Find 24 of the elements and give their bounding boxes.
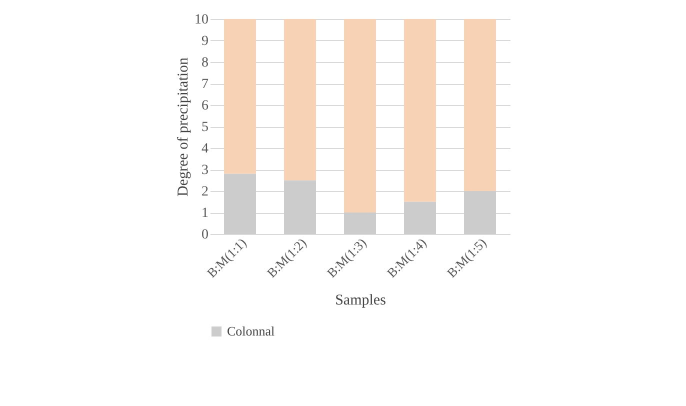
- bar: [284, 19, 316, 180]
- y-tick-label: 2: [202, 184, 208, 200]
- bar: [464, 191, 496, 234]
- x-axis-title: Samples: [335, 292, 386, 308]
- bar: [344, 19, 376, 212]
- y-tick-label: 3: [202, 163, 208, 178]
- y-tick-label: 6: [202, 98, 208, 114]
- y-axis-title: Degree of precipitation: [176, 56, 192, 197]
- bar: [464, 19, 496, 191]
- bar: [284, 180, 316, 234]
- y-tick-label: 4: [202, 142, 208, 156]
- y-tick-label: 0: [202, 228, 208, 242]
- bar: [404, 19, 436, 202]
- bar: [224, 19, 256, 174]
- legend-label: Colonnal: [227, 324, 276, 338]
- bar: [344, 212, 376, 234]
- y-tick-label: 8: [202, 56, 208, 70]
- y-tick-label: 7: [202, 77, 208, 92]
- y-tick-label: 1: [202, 206, 208, 221]
- y-tick-label: 10: [194, 12, 208, 28]
- y-tick-label: 9: [202, 34, 208, 49]
- bar: [404, 202, 436, 234]
- y-tick-label: 5: [202, 120, 208, 135]
- bar: [224, 174, 256, 234]
